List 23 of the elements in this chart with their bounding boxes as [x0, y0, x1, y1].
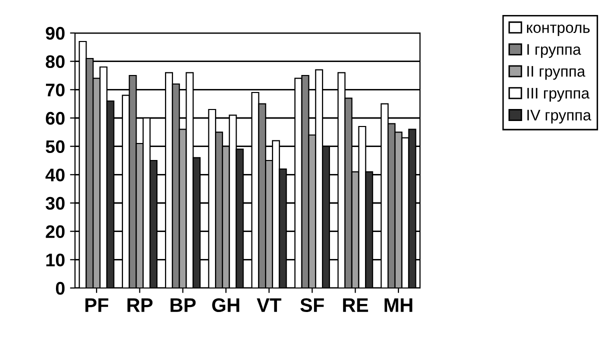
legend-label: III группа [527, 88, 590, 102]
y-tick-label: 60 [46, 112, 65, 125]
x-tick-label: BP [170, 298, 196, 312]
y-tick-label: 50 [46, 140, 65, 154]
legend-label: I группа [527, 44, 582, 58]
y-tick-label: 40 [45, 168, 65, 182]
y-tick-label: 70 [46, 84, 65, 96]
y-tick-label: 0 [56, 282, 65, 295]
legend-label: II группа [527, 66, 586, 80]
x-tick-label: RE [343, 298, 368, 312]
x-tick-label: RP [127, 298, 153, 312]
x-tick-label: MH [384, 298, 412, 312]
y-tick-label: 20 [46, 225, 65, 238]
x-tick-label: PF [85, 298, 108, 312]
x-tick-label: GH [212, 298, 240, 312]
y-tick-label: 80 [46, 55, 65, 68]
y-tick-label: 10 [46, 254, 65, 266]
x-tick-label: SF [300, 298, 324, 312]
legend-label: IV группа [527, 110, 592, 124]
y-tick-label: 90 [46, 26, 65, 40]
x-tick-label: VT [256, 298, 282, 312]
y-tick-label: 30 [46, 196, 65, 210]
legend-label: контроль [527, 24, 590, 36]
